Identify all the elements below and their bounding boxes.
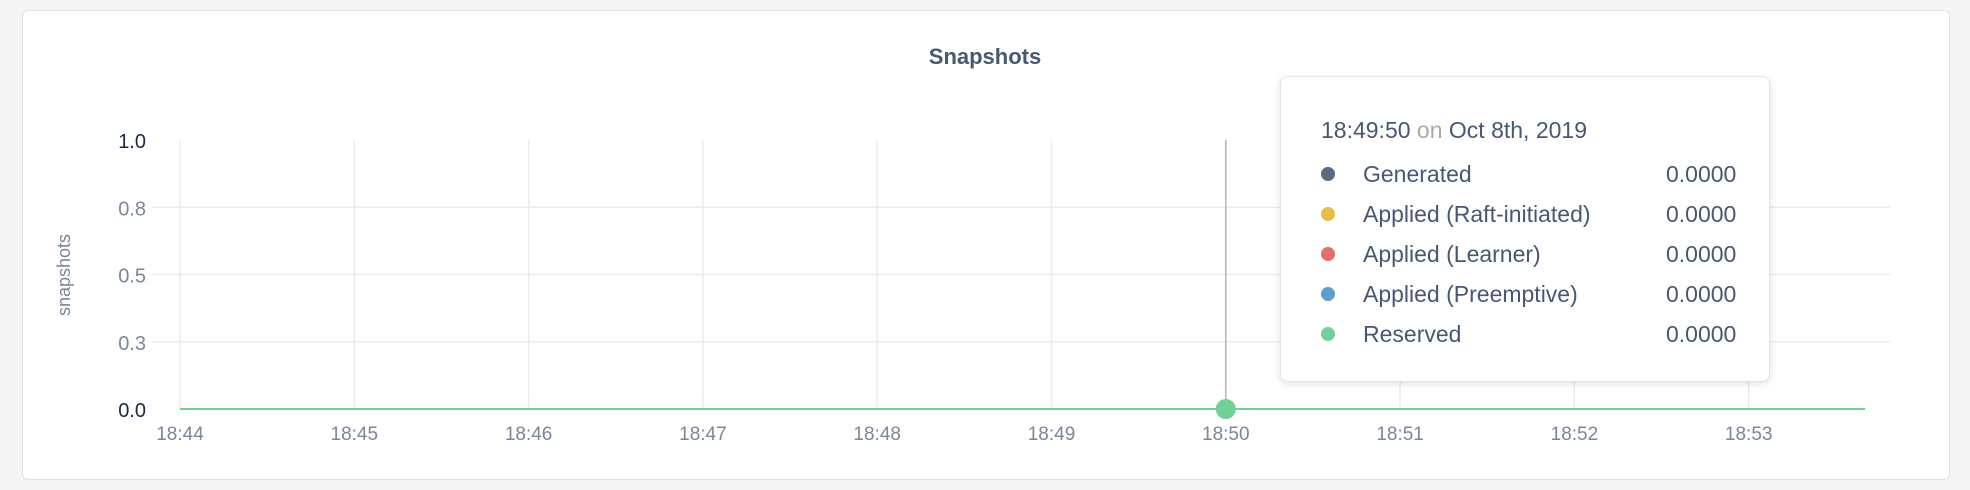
tooltip-series-name: Applied (Learner) [1363,240,1541,267]
x-tick-label: 18:49 [1028,424,1076,445]
tooltip-row: Applied (Preemptive) 0.0000 [1321,274,1769,314]
x-tick-label: 18:53 [1725,424,1773,445]
tooltip-series-value: 0.0000 [1666,240,1737,267]
tooltip-series-value: 0.0000 [1666,160,1737,187]
x-tick-label: 18:50 [1202,424,1250,445]
tooltip-row: Reserved 0.0000 [1321,314,1769,354]
tooltip-series-name: Applied (Preemptive) [1363,280,1578,307]
legend-dot-icon [1321,207,1335,221]
y-tick-label: 0.8 [118,198,146,220]
hover-point [1215,399,1236,419]
tooltip-series-value: 0.0000 [1666,280,1737,307]
y-tick-label: 1.0 [118,131,146,153]
tooltip-row: Applied (Raft-initiated) 0.0000 [1321,194,1769,234]
y-tick-label: 0.0 [118,400,146,422]
tooltip-series-name: Reserved [1363,320,1462,347]
x-tick-label: 18:48 [853,424,901,445]
y-axis-label: snapshots [54,234,74,316]
tooltip-row: Generated 0.0000 [1321,154,1769,194]
legend-dot-icon [1321,167,1335,181]
tooltip-time: 18:49:50 [1321,117,1411,143]
tooltip-series-value: 0.0000 [1666,200,1737,227]
x-tick-label: 18:52 [1551,424,1599,445]
tooltip-series-name: Generated [1363,160,1472,187]
legend-dot-icon [1321,287,1335,301]
tooltip-on: on [1416,117,1443,143]
x-tick-label: 18:47 [679,424,727,445]
legend-dot-icon [1321,327,1335,341]
chart-tooltip: 18:49:50 on Oct 8th, 2019 Generated 0.000… [1280,76,1770,382]
tooltip-date: Oct 8th, 2019 [1448,117,1587,143]
x-tick-label: 18:45 [331,424,379,445]
legend-dot-icon [1321,247,1335,261]
y-tick-label: 0.5 [118,266,146,288]
x-tick-label: 18:51 [1376,424,1424,445]
x-tick-label: 18:44 [156,424,204,445]
tooltip-timestamp: 18:49:50 on Oct 8th, 2019 [1321,117,1769,144]
tooltip-series-name: Applied (Raft-initiated) [1363,200,1591,227]
chart-title: Snapshots [928,44,1042,69]
x-tick-label: 18:46 [505,424,553,445]
y-tick-label: 0.3 [118,333,146,355]
tooltip-series-value: 0.0000 [1666,320,1737,347]
tooltip-row: Applied (Learner) 0.0000 [1321,234,1769,274]
